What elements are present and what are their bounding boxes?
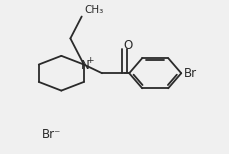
Text: CH₃: CH₃ [84, 5, 103, 15]
Text: Br: Br [183, 67, 197, 80]
Text: N: N [81, 59, 89, 72]
Text: Br⁻: Br⁻ [41, 128, 61, 141]
Text: +: + [86, 56, 94, 65]
Text: O: O [123, 39, 133, 52]
